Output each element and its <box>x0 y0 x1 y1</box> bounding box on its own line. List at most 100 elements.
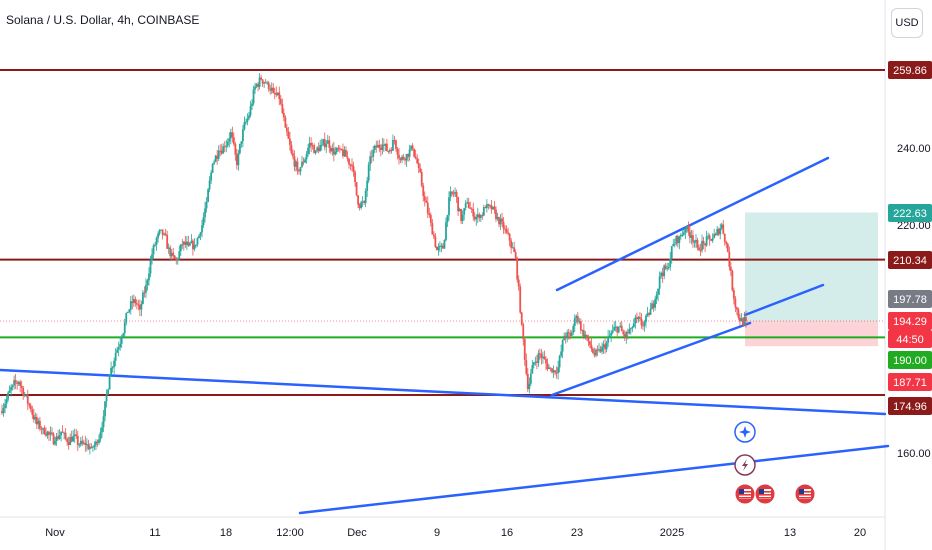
candle-body <box>316 147 319 151</box>
candle-body <box>646 313 649 316</box>
candle-body <box>51 432 53 434</box>
candle-body <box>342 149 344 157</box>
candle-body <box>648 313 650 315</box>
candle-body <box>82 442 85 444</box>
candle-body <box>28 403 31 406</box>
x-axis-tick-label: 18 <box>220 527 232 539</box>
candle-body <box>2 408 5 414</box>
candle-body <box>385 143 388 152</box>
candle-body <box>546 363 549 370</box>
candle-body <box>302 161 305 163</box>
candle-body <box>58 435 61 439</box>
candle-body <box>219 150 222 152</box>
candle-body <box>222 146 225 154</box>
candle-body <box>85 444 88 446</box>
candle-body <box>34 416 37 420</box>
candle-body <box>331 148 334 152</box>
flag-icon-stripe <box>799 491 811 493</box>
candle-body <box>175 258 178 261</box>
us-flag-icon[interactable] <box>794 483 816 505</box>
candle-body <box>134 299 137 304</box>
price-badge: 187.71 <box>888 373 932 391</box>
candle-body <box>467 202 470 208</box>
candle-body <box>188 243 191 246</box>
candle-body <box>484 207 487 209</box>
candle-body <box>643 321 646 326</box>
y-axis-tick-label: 220.00 <box>897 220 931 232</box>
candle-body <box>672 244 675 247</box>
candle-body <box>49 432 52 435</box>
candle-body <box>589 341 591 345</box>
candle-body <box>432 234 435 237</box>
candle-body <box>292 153 294 157</box>
candle-body <box>461 214 464 222</box>
candle-body <box>617 326 620 333</box>
candle-body <box>419 168 422 172</box>
trend-line[interactable] <box>0 368 887 416</box>
lightning-icon-bolt <box>742 459 748 471</box>
candle-body <box>457 196 459 212</box>
candle-body <box>619 325 622 327</box>
candle-body <box>657 288 660 295</box>
candle-body <box>160 229 163 231</box>
candle-body <box>1 410 3 414</box>
trend-line[interactable] <box>743 283 825 317</box>
candle-body <box>510 240 513 248</box>
candle-body <box>125 312 128 323</box>
flag-icon-stripe <box>759 491 771 493</box>
us-flag-icon[interactable] <box>734 483 756 505</box>
candle-body <box>84 442 87 445</box>
candle-body <box>585 334 588 338</box>
candle-body <box>110 368 112 375</box>
currency-button[interactable]: USD <box>891 8 923 38</box>
candle-body <box>520 312 523 325</box>
candle-body <box>310 142 313 146</box>
candle-body <box>20 385 23 388</box>
candle-body <box>513 247 516 253</box>
trend-line[interactable] <box>298 444 890 515</box>
candle-body <box>482 207 485 216</box>
candle-body <box>223 146 226 148</box>
candle-body <box>440 245 443 247</box>
price-badge: 194.29 <box>888 312 932 330</box>
candle-body <box>195 244 197 246</box>
candle-body <box>298 170 300 172</box>
candle-body <box>281 103 284 113</box>
candle-body <box>301 161 303 168</box>
candle-body <box>489 205 491 207</box>
candle-body <box>40 428 43 430</box>
candle-body <box>582 330 585 337</box>
candle-body <box>390 149 393 151</box>
candle-body <box>101 427 103 433</box>
lightning-event-icon[interactable] <box>734 454 756 476</box>
candle-body <box>108 374 111 390</box>
compass-event-icon[interactable] <box>734 421 756 443</box>
candle-body <box>563 335 566 341</box>
candle-body <box>564 335 567 339</box>
candle-body <box>429 215 432 223</box>
candle-body <box>317 147 320 152</box>
candle-body <box>476 214 479 218</box>
candle-body <box>243 122 246 130</box>
price-badge-label: 190.00 <box>893 355 927 367</box>
us-flag-icon[interactable] <box>754 483 776 505</box>
candle-body <box>131 301 134 303</box>
trend-line[interactable] <box>550 321 752 397</box>
candle-body <box>531 365 534 374</box>
candle-body <box>496 217 499 220</box>
candle-body <box>158 229 161 234</box>
candle-body <box>167 247 170 249</box>
candle-body <box>366 180 369 191</box>
candle-body <box>284 117 287 128</box>
y-axis-tick-label: 160.00 <box>897 448 931 460</box>
candle-body <box>104 401 106 417</box>
candle-body <box>426 202 429 214</box>
flag-icon-canton <box>799 489 804 494</box>
candle-body <box>217 150 220 159</box>
flag-icon-stripe <box>759 497 771 499</box>
trend-line[interactable] <box>555 156 830 292</box>
candle-body <box>216 155 219 159</box>
candle-body <box>458 208 461 212</box>
